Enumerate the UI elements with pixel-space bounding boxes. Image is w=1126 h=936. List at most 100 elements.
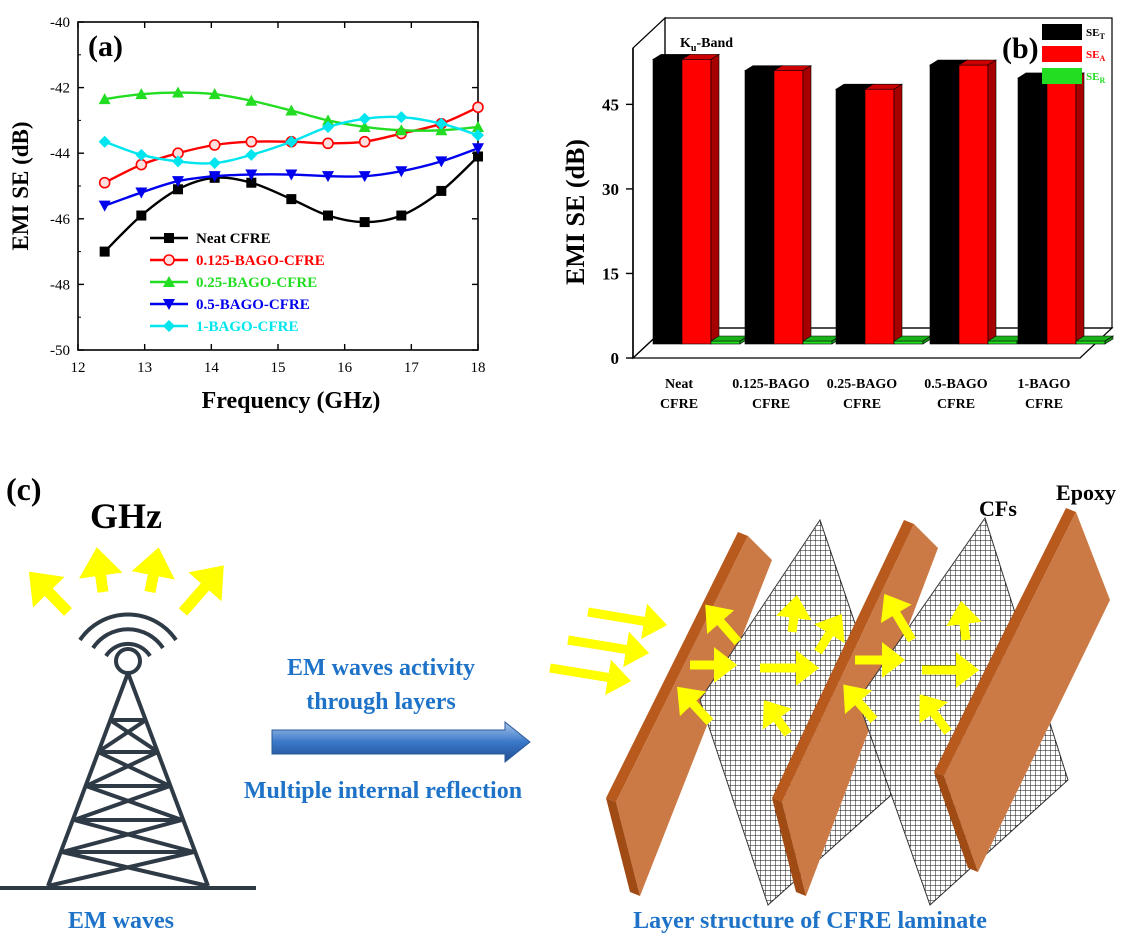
axes-b: 0 15 30 45	[602, 95, 633, 368]
bar	[680, 53, 721, 345]
data-point	[472, 120, 484, 132]
data-point	[396, 210, 407, 221]
x-axis-title-a: Frequency (GHz)	[202, 388, 381, 414]
x-tick-label: 17	[404, 360, 420, 376]
legend-a: Neat CFRE 0.125-BAGO-CFRE 0.25-BAGO-CFRE 0.…	[150, 231, 325, 335]
data-point	[163, 320, 175, 332]
data-point	[322, 114, 334, 126]
category-label-line: 0.25-BAGO	[827, 377, 898, 392]
data-point	[136, 210, 147, 221]
y-tick-label: 30	[602, 180, 619, 199]
data-point	[98, 176, 111, 189]
reflection-arrow	[762, 700, 793, 737]
legend-label: 0.125-BAGO-CFRE	[196, 253, 325, 269]
data-point	[163, 276, 175, 287]
category-labels-b: NeatCFRE0.125-BAGOCFRE0.25-BAGOCFRE0.5-B…	[660, 377, 1071, 412]
panel-a-line-chart: 12 13 14 15 16 17 18 -50 -48 -46 -44 -42 -40 (a) Fre…	[8, 15, 486, 414]
reflection-arrow	[814, 613, 845, 655]
data-point	[208, 171, 221, 183]
legend-entry: 1-BAGO-CFRE	[150, 319, 299, 335]
data-point	[99, 246, 110, 257]
signal-wave-inner	[104, 641, 152, 658]
series-a	[98, 86, 484, 257]
antenna-top	[114, 647, 142, 675]
x-tick-label: 16	[337, 360, 353, 376]
data-point	[395, 124, 408, 136]
band-annotation-sub: u	[691, 43, 697, 54]
category-label-line: CFRE	[752, 397, 790, 412]
data-point	[135, 158, 148, 171]
axes-a: 12 13 14 15 16 17 18 -50 -48 -46 -44 -42 -40	[50, 15, 486, 376]
arrow-text-line2: through layers	[306, 689, 456, 715]
epoxy-layer	[934, 508, 1110, 872]
data-point	[322, 120, 334, 133]
data-point	[163, 299, 175, 310]
series-2	[98, 86, 484, 136]
bar	[772, 65, 813, 345]
data-point	[359, 217, 370, 228]
panel-label-a: (a)	[88, 30, 123, 63]
data-point	[98, 93, 111, 105]
bar	[1074, 335, 1115, 345]
epoxy-label: Epoxy	[1056, 480, 1116, 505]
radio-tower-icon	[0, 612, 256, 890]
legend-entry: SEA	[1042, 46, 1105, 63]
data-point	[208, 88, 221, 100]
panel-b-bar-chart: 0 15 30 45 Neat CFRE 0.125-BAGO CFRE 0.25-BAGO C…	[561, 16, 1115, 412]
legend-label: SER	[1086, 71, 1105, 85]
data-point	[472, 101, 484, 114]
category-label: 0.125-BAGO CFRE	[732, 377, 810, 412]
data-point	[472, 129, 484, 142]
radiation-arrow	[178, 565, 224, 616]
legend-label: 1-BAGO-CFRE	[196, 319, 299, 335]
bar	[801, 335, 842, 345]
category-label-line: 1-BAGO	[1018, 377, 1071, 392]
data-point	[172, 86, 184, 98]
category-label-line: CFRE	[937, 397, 975, 412]
reflection-arrow	[919, 694, 952, 735]
legend-label: 0.25-BAGO-CFRE	[196, 275, 317, 291]
radiation-arrow	[131, 547, 175, 594]
category-label-line: Neat	[665, 377, 693, 392]
legend-entry: SET	[1042, 24, 1105, 41]
arrow-text-line1: EM waves activity	[287, 655, 475, 681]
x-tick-label: 14	[204, 360, 220, 376]
category-label-line: 0.5-BAGO	[924, 377, 988, 392]
y-tick-label: -40	[50, 15, 70, 31]
radiation-arrows	[28, 547, 224, 616]
data-point	[285, 169, 298, 181]
category-label-line: CFRE	[843, 397, 881, 412]
reflection-arrow	[946, 600, 982, 641]
x-tick-label: 18	[471, 360, 486, 376]
data-point	[285, 104, 298, 116]
data-point	[208, 157, 221, 170]
data-point	[172, 176, 184, 188]
data-point	[395, 166, 408, 178]
signal-wave-outer	[78, 612, 178, 642]
legend-b: SET SEA SER	[1042, 24, 1105, 85]
category-label: 0.5-BAGO CFRE	[924, 377, 988, 412]
legend-entry: Neat CFRE	[150, 231, 271, 247]
cfs-label: CFs	[979, 496, 1017, 521]
band-annotation-rest: -Band	[696, 36, 733, 51]
category-label: 0.25-BAGO CFRE	[827, 377, 898, 412]
tower-lattice	[47, 718, 209, 888]
data-point	[135, 187, 148, 199]
data-point	[246, 177, 257, 188]
legend-entry: 0.25-BAGO-CFRE	[150, 275, 317, 291]
data-point	[436, 185, 447, 196]
y-tick-label: -44	[50, 146, 70, 162]
data-point	[135, 148, 148, 161]
reflection-arrow	[776, 594, 812, 633]
data-point	[208, 139, 221, 151]
reflection-arrow	[880, 593, 916, 643]
data-point	[164, 233, 174, 243]
y-tick-label: 45	[602, 95, 619, 114]
legend-label: Neat CFRE	[196, 231, 271, 247]
data-point	[163, 254, 175, 266]
x-tick-label: 12	[71, 360, 86, 376]
reflection-arrow	[677, 686, 714, 726]
band-annotation-main: K	[680, 36, 691, 51]
y-axis-title-a: EMI SE (dB)	[8, 121, 33, 250]
